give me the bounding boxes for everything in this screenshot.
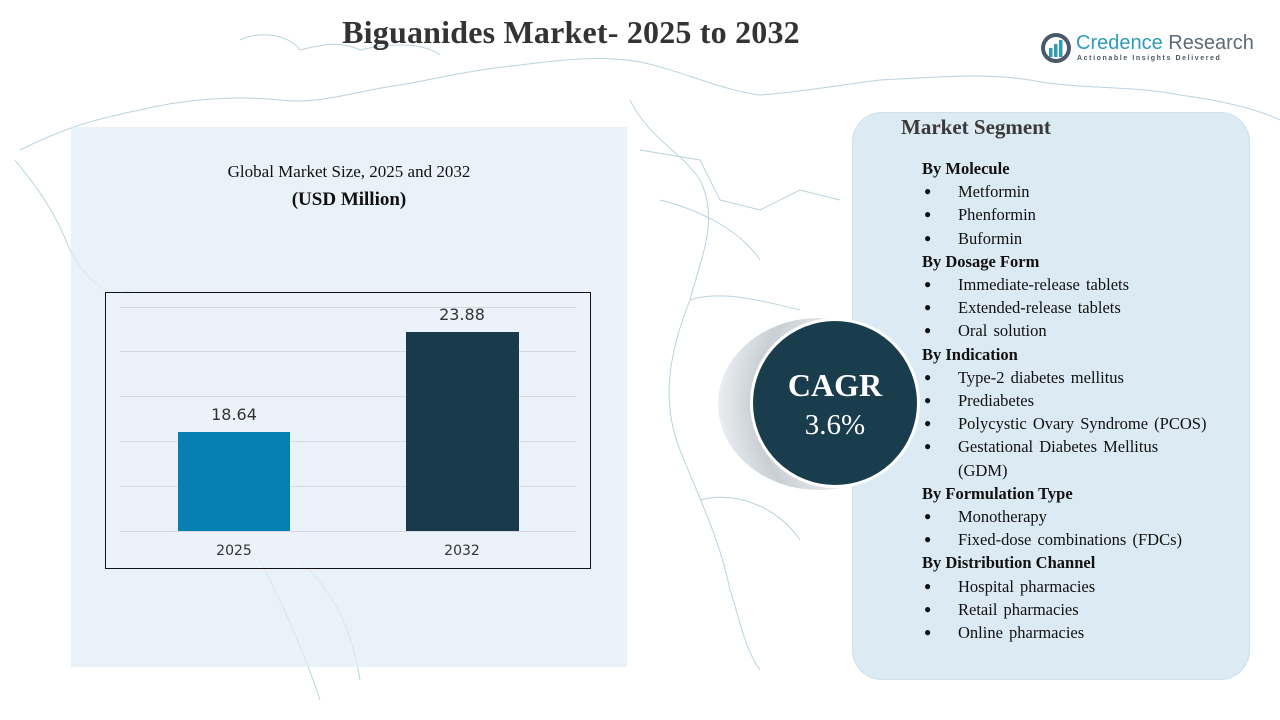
segment-item: ● Retail pharmacies xyxy=(922,598,1252,621)
segment-item: ● Buformin xyxy=(922,227,1252,250)
gridline xyxy=(120,396,576,397)
bullet-icon: ● xyxy=(924,207,932,222)
segment-heading-formulation-type: By Formulation Type xyxy=(922,483,1073,503)
cagr-value: 3.6% xyxy=(804,409,866,441)
bullet-icon: ● xyxy=(924,508,932,523)
bullet-icon: ● xyxy=(924,416,932,431)
bullet-icon: ● xyxy=(924,532,932,547)
segment-item: ● Oral solution xyxy=(922,319,1252,342)
segment-item: ● Online pharmacies xyxy=(922,621,1252,644)
segment-item: ● Gestational Diabetes Mellitus (GDM) xyxy=(924,437,1159,480)
segment-item: ● Extended-release tablets xyxy=(922,296,1252,319)
segment-heading-molecule: By Molecule xyxy=(922,159,1010,178)
bullet-icon: ● xyxy=(924,439,932,454)
segment-item: ● Prediabetes xyxy=(922,389,1252,412)
logo-name-part1: Credence xyxy=(1076,32,1163,54)
segment-heading-dosage-form: By Dosage Form xyxy=(922,251,1040,271)
segment-item: ● Polycystic Ovary Syndrome (PCOS) xyxy=(922,412,1252,435)
segment-item: ● Metformin xyxy=(922,180,1252,203)
bullet-icon: ● xyxy=(924,369,932,384)
bullet-icon: ● xyxy=(924,230,932,245)
gridline xyxy=(120,441,576,442)
cagr-badge: CAGR 3.6% xyxy=(750,318,920,488)
segment-item: ● Monotherapy xyxy=(922,505,1252,528)
segment-item: ● Type-2 diabetes mellitus xyxy=(922,366,1252,389)
segment-item: ● Immediate-release tablets xyxy=(922,273,1252,296)
bar-value-2025: 18.64 xyxy=(211,405,257,424)
segment-list: By Molecule ● Metformin ● Phenformin ● Bufo… xyxy=(922,157,1252,644)
bullet-icon: ● xyxy=(924,601,932,616)
bullet-icon: ● xyxy=(924,184,932,199)
logo-tagline: Actionable Insights Delivered xyxy=(1077,55,1222,62)
x-label-2032: 2032 xyxy=(444,543,480,559)
segment-title: Market Segment xyxy=(901,115,1051,139)
page-title: Biguanides Market- 2025 to 2032 xyxy=(342,14,800,50)
cagr-label: CAGR xyxy=(787,367,883,403)
bar-value-2032: 23.88 xyxy=(439,305,485,324)
gridline xyxy=(120,531,576,532)
gridline xyxy=(120,351,576,352)
bullet-icon: ● xyxy=(924,276,932,291)
bullet-icon: ● xyxy=(924,300,932,315)
logo-name-part2: Research xyxy=(1162,32,1254,54)
segment-item: ● Phenformin xyxy=(922,203,1252,226)
x-label-2025: 2025 xyxy=(216,543,252,559)
bar-2025 xyxy=(178,432,290,531)
bullet-icon: ● xyxy=(924,624,932,639)
bullet-icon: ● xyxy=(924,323,932,338)
bar-2032 xyxy=(406,332,519,531)
logo-name: Credence Research xyxy=(1076,32,1254,55)
chart-unit: (USD Million) xyxy=(291,189,407,210)
gridline xyxy=(120,486,576,487)
gridline xyxy=(120,307,576,308)
bar-chart-circle-logo-icon xyxy=(1041,33,1071,63)
segment-item: ● Hospital pharmacies xyxy=(922,575,1252,598)
segment-heading-distribution-channel: By Distribution Channel xyxy=(922,553,1096,573)
bullet-icon: ● xyxy=(924,392,932,407)
segment-heading-indication: By Indication xyxy=(922,344,1018,364)
chart-title: Global Market Size, 2025 and 2032 xyxy=(227,162,471,181)
segment-item: ● Fixed-dose combinations (FDCs) xyxy=(922,528,1252,551)
bullet-icon: ● xyxy=(924,578,932,593)
credence-research-logo: Credence Research Actionable Insights De… xyxy=(1040,30,1260,70)
